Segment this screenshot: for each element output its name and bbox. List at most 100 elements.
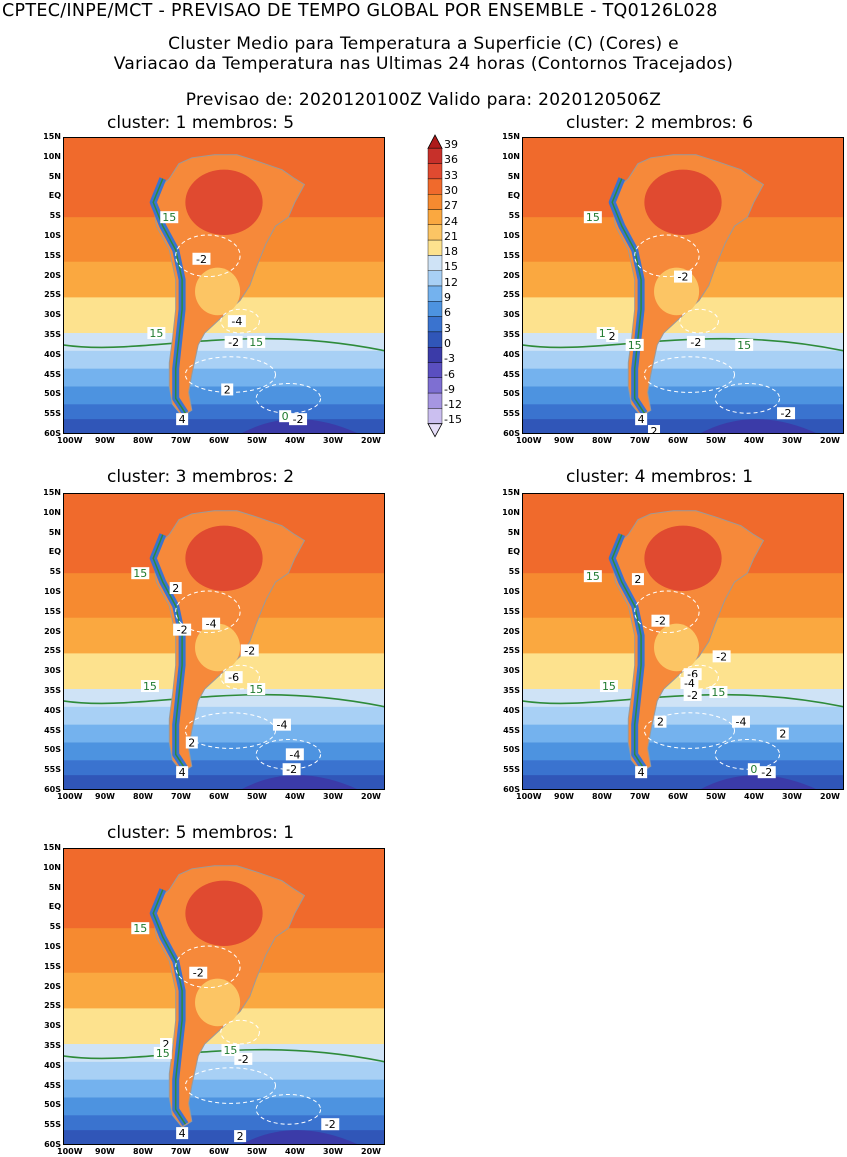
svg-text:-2: -2 [781,407,792,420]
longitude-tick-label: 20W [361,436,381,445]
svg-text:-2: -2 [244,644,255,657]
longitude-tick-label: 20W [820,792,840,801]
svg-text:-2: -2 [196,253,207,266]
svg-text:-2: -2 [286,763,297,776]
longitude-tick-label: 60W [209,436,229,445]
latitude-tick-label: 15N [43,132,61,141]
longitude-tick-label: 40W [744,436,764,445]
contour-label: -2 [651,614,670,628]
svg-text:-2: -2 [228,336,239,349]
latitude-tick-label: 15N [43,488,61,497]
contour-label: 15 [625,338,644,352]
longitude-tick-label: 30W [782,792,802,801]
contour-label: 15 [153,1046,172,1060]
svg-text:-6: -6 [228,671,239,684]
latitude-tick-label: 10S [503,587,520,596]
svg-text:-2: -2 [293,413,304,426]
temperature-field: 15 2-2-2-6-415-2 152 -424 0 -2 [522,493,844,790]
longitude-tick-label: 20W [361,1147,381,1156]
contour-label: 15 [599,680,618,693]
contour-label: -2 [189,966,208,980]
svg-text:15: 15 [133,922,147,935]
svg-text:2: 2 [609,330,616,343]
longitude-tick-label: 70W [630,436,650,445]
colorbar-tick-label: -3 [444,352,455,366]
longitude-tick-label: 90W [95,1147,115,1156]
svg-text:2: 2 [224,383,231,396]
latitude-tick-label: 20S [503,626,520,636]
svg-text:-2: -2 [655,615,666,628]
longitude-tick-label: 30W [323,436,343,445]
latitude-tick-label: 10S [44,942,61,951]
longitude-tick-label: 90W [554,436,574,445]
latitude-tick-label: 40S [44,705,61,715]
svg-text:-4: -4 [206,618,217,631]
cluster-map: 15 -2 2 15 15 -2 4 2 -2 [63,848,385,1145]
latitude-tick-label: 50S [503,389,520,399]
svg-text:2: 2 [237,1130,244,1143]
contour-label: 2 [185,736,198,749]
latitude-tick-label: 25S [44,1001,61,1011]
svg-text:15: 15 [249,683,263,696]
latitude-tick-label: 30S [44,666,61,676]
svg-text:-2: -2 [678,271,689,284]
svg-text:-2: -2 [238,1053,249,1066]
svg-text:-2: -2 [177,624,188,637]
cluster-map: 15 -2 15 2 15 -2 15 4 -2 2 [522,137,844,434]
contour-label: 15 [131,922,150,935]
contour-label: 4 [176,766,189,779]
latitude-tick-label: 25S [503,646,520,656]
latitude-tick-label: 30S [503,666,520,676]
longitude-tick-label: 50W [247,436,267,445]
longitude-tick-label: 40W [285,792,305,801]
header-subtitle-2: Variacao da Temperatura nas Ultimas 24 h… [113,54,734,74]
longitude-tick-label: 100W [57,1147,83,1156]
contour-label: -4 [227,315,246,328]
latitude-tick-label: 45S [503,725,520,735]
svg-text:15: 15 [628,339,642,352]
latitude-tick-label: 10S [44,231,61,240]
latitude-tick-label: 45S [44,1080,61,1090]
svg-text:0: 0 [282,410,289,423]
longitude-tick-label: 100W [516,436,542,445]
longitude-tick-label: 100W [57,792,83,801]
longitude-tick-label: 100W [57,436,83,445]
contour-label: -2 [240,644,259,657]
longitude-tick-label: 60W [209,792,229,801]
latitude-tick-label: 40S [44,1060,61,1070]
latitude-tick-label: 5S [49,567,61,577]
latitude-tick-label: EQ [48,191,61,201]
latitude-tick-label: 10N [43,507,61,517]
colorbar-tick-label: 33 [444,168,458,182]
latitude-tick-label: 15S [503,606,520,616]
svg-text:15: 15 [586,570,600,583]
latitude-tick-label: 5N [507,171,520,181]
colorbar-tick-label: 12 [444,275,458,289]
longitude-tick-label: 20W [361,792,381,801]
latitude-tick-label: 35S [44,686,61,695]
latitude-tick-label: 45S [44,725,61,735]
latitude-tick-label: 45S [503,369,520,379]
contour-label: 15 [247,335,266,349]
contour-label: -4 [680,677,699,690]
svg-text:2: 2 [779,728,786,741]
latitude-tick-label: 10S [503,231,520,240]
latitude-tick-label: 60S [44,785,61,794]
latitude-tick-label: 50S [44,745,61,755]
latitude-tick-label: 5S [508,567,520,577]
svg-text:-4: -4 [735,716,746,729]
svg-text:0: 0 [750,763,757,776]
longitude-tick-label: 90W [554,792,574,801]
colorbar-tick-label: 9 [444,291,451,304]
latitude-tick-label: 35S [503,686,520,695]
latitude-tick-label: 15S [503,250,520,260]
contour-label: -2 [686,335,705,349]
latitude-tick-label: 5N [48,882,61,892]
longitude-tick-label: 30W [782,436,802,445]
contour-label: 15 [147,327,166,340]
contour-label: -2 [173,623,192,637]
latitude-tick-label: 55S [503,765,520,775]
temperature-field: 15 -2 -4 15 -2 15 2 4 0 -2 [63,137,385,434]
